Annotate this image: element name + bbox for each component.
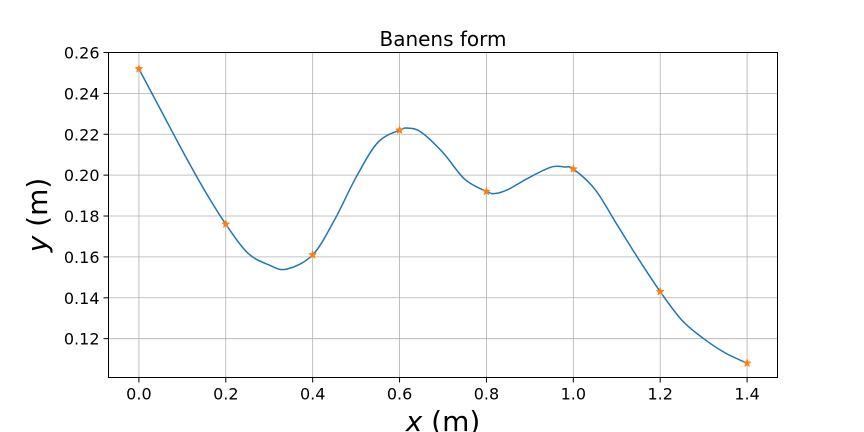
y-axis-unit: (m) [21,178,54,236]
x-axis-variable: x [405,405,423,432]
data-point-marker [221,219,231,229]
y-axis-label: y (m) [21,178,54,254]
data-point-marker [568,164,578,173]
x-axis-label: x (m) [405,405,481,432]
x-tick-label: 1.0 [561,385,586,404]
data-point-marker [308,249,318,259]
marker-layer [134,63,752,368]
y-tick-label: 0.12 [64,330,100,349]
data-point-marker [481,186,492,196]
x-tick-label: 1.2 [647,385,672,404]
grid-layer [108,52,778,378]
x-tick-label: 0.0 [126,385,151,404]
x-tick-label: 0.2 [213,385,238,404]
y-axis-variable: y [21,235,54,253]
x-tick-label: 0.8 [474,385,499,404]
curve-layer [138,68,748,364]
y-tick-label: 0.18 [64,207,100,226]
y-tick-label: 0.20 [64,166,100,185]
y-tick-label: 0.24 [64,84,100,103]
x-tick-label: 0.4 [300,385,325,404]
plot-frame [108,52,778,378]
x-tick-label: 1.4 [734,385,759,404]
data-point-marker [394,125,405,135]
y-tick-label: 0.16 [64,248,100,267]
series-curve [138,68,748,364]
y-tick-label: 0.14 [64,289,100,308]
y-tick-label: 0.22 [64,125,100,144]
tick-layer: 0.0 0.2 0.4 0.6 0.8 1.0 1.2 1.4 0.12 0.14 0.16 0.18… [64,44,760,404]
data-point-marker [655,286,665,296]
y-tick-label: 0.26 [64,44,100,63]
chart-title: Banens form [379,27,506,51]
x-axis-unit: (m) [422,405,480,432]
data-point-marker [134,63,144,73]
x-tick-label: 0.6 [387,385,412,404]
data-point-marker [742,358,752,368]
